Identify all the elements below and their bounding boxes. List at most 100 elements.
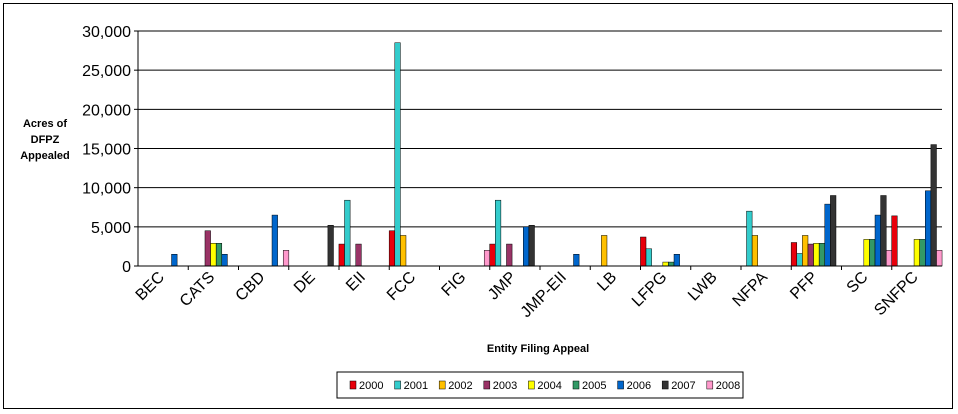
x-axis-label: Entity Filing Appeal: [487, 343, 589, 355]
legend-swatch-2000: [349, 380, 357, 390]
legend-label-2003: 2003: [493, 380, 517, 392]
legend-label-2002: 2002: [448, 380, 472, 392]
bar-2001-PFP: [796, 253, 803, 267]
y-tick-labels: 0 5,000 10,000 15,000 20,000 25,000 30,000: [82, 24, 131, 276]
x-tick-label: SNFPC: [871, 269, 921, 319]
x-tick-label: JMP: [485, 269, 520, 304]
x-tick-label: BEC: [133, 269, 168, 304]
legend-label-2000: 2000: [359, 380, 383, 392]
x-tick-label: NFPA: [730, 269, 772, 311]
bar-2007-PFP: [830, 195, 837, 267]
bar-2007-SNFPC: [930, 144, 937, 267]
bar-2001-JMP: [495, 199, 502, 267]
legend-label-2008: 2008: [716, 380, 740, 392]
bar-2007-SC: [880, 195, 887, 267]
bar-2008-SC: [885, 250, 893, 267]
bar-2003-PFP: [807, 243, 814, 267]
legend-swatch-2005: [572, 380, 580, 390]
bar-2000-EII: [338, 243, 345, 267]
bar-2003-JMP: [506, 243, 513, 267]
legend-swatch-2004: [528, 380, 535, 390]
bars: [171, 42, 943, 267]
y-axis-label-line-1: Acres of: [23, 118, 67, 130]
bar-2006-SNFPC: [925, 190, 932, 267]
x-tick-label: CBD: [233, 269, 269, 305]
bar-2002-PFP: [802, 235, 809, 267]
x-tick-label: LFPG: [629, 269, 671, 311]
bar-2001-FCC: [394, 42, 401, 267]
bar-2004-SC: [863, 239, 870, 267]
bar-2004-LFPG: [662, 261, 669, 267]
bar-2004-PFP: [813, 243, 820, 267]
bar-2006-JMP: [523, 226, 530, 267]
legend: 2000 2001 2002 2003 2004 2005 2006 2007 2008: [336, 371, 744, 399]
legend-swatch-2001: [394, 380, 401, 390]
y-tick-label: 0: [122, 259, 131, 276]
bar-2000-LFPG: [640, 236, 647, 267]
bar-2006-PFP: [824, 203, 831, 267]
y-tick-label: 30,000: [82, 24, 131, 41]
y-tick-label: 5,000: [91, 220, 131, 237]
bar-2005-CATS: [215, 243, 223, 267]
bar-2005-PFP: [818, 243, 826, 267]
legend-label-2004: 2004: [537, 380, 561, 392]
axes: [134, 30, 942, 270]
bar-2002-LB: [601, 235, 608, 267]
bar-2006-SC: [874, 214, 881, 267]
gridlines: [138, 30, 942, 228]
y-axis-label-line-3: Appealed: [20, 150, 70, 162]
x-tick-label: LWB: [685, 269, 721, 305]
bar-2006-LFPG: [673, 254, 680, 267]
x-tick-label: FIG: [439, 269, 470, 300]
bar-2001-EII: [344, 199, 351, 267]
chart-frame: [3, 3, 953, 409]
y-tick-label: 10,000: [82, 181, 131, 198]
bar-2000-FCC: [388, 230, 396, 267]
bar-2005-SNFPC: [919, 239, 926, 267]
bar-2000-PFP: [790, 242, 798, 267]
x-tick-label: DE: [291, 269, 319, 297]
bar-2008-FIG: [483, 250, 491, 267]
bar-2006-BEC: [171, 254, 178, 267]
x-tick-label: PFP: [787, 269, 821, 303]
bar-2006-CATS: [221, 254, 228, 267]
x-tick-label: CATS: [177, 269, 218, 310]
bar-2002-NFPA: [751, 235, 758, 267]
bar-2000-JMP: [489, 243, 496, 267]
bar-2006-JMP-EII: [573, 254, 580, 267]
y-axis-label-line-2: DFPZ: [31, 134, 60, 146]
y-tick-label: 15,000: [82, 142, 131, 159]
bar-2004-CATS: [210, 243, 217, 267]
bar-2004-SNFPC: [913, 239, 920, 267]
legend-swatch-2008: [706, 380, 714, 390]
legend-swatch-2003: [483, 380, 491, 390]
bar-2005-LFPG: [668, 261, 675, 267]
bar-2007-JMP: [528, 225, 535, 267]
bar-2003-EII: [355, 243, 362, 267]
bar-2003-CATS: [204, 230, 211, 267]
legend-swatch-2007: [661, 380, 669, 390]
x-tick-label: FCC: [384, 269, 419, 304]
y-tick-label: 20,000: [82, 102, 131, 119]
x-tick-label: JMP-EII: [518, 269, 570, 321]
bar-2002-FCC: [400, 235, 407, 267]
bar-2006-CBD: [271, 214, 278, 267]
x-tick-label: LB: [594, 269, 620, 295]
legend-swatch-2006: [617, 380, 624, 390]
x-tick-label: EII: [343, 269, 369, 295]
legend-label-2007: 2007: [671, 380, 695, 392]
bar-2008-CBD: [282, 250, 290, 267]
bar-2001-LFPG: [645, 248, 652, 267]
bar-2001-NFPA: [746, 210, 753, 267]
legend-label-2001: 2001: [404, 380, 428, 392]
bar-2007-DE: [327, 225, 334, 267]
legend-box: [336, 371, 744, 399]
legend-swatch-2002: [438, 380, 446, 390]
legend-label-2006: 2006: [627, 380, 651, 392]
bar-2000-SNFPC: [891, 215, 898, 267]
bar-2005-SC: [869, 239, 876, 267]
x-tick-label: SC: [844, 269, 872, 297]
bar-2008-SNFPC: [936, 250, 943, 267]
